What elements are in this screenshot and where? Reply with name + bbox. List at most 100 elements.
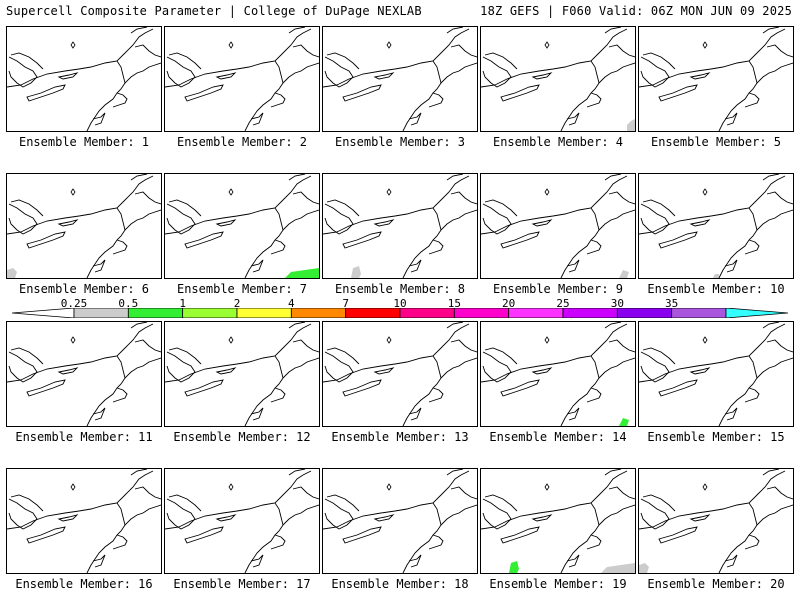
map-boundary-line [57, 72, 79, 80]
map-boundary-line [500, 231, 540, 249]
map-boundary-line [166, 351, 196, 383]
colorbar-tick-label: 2 [233, 297, 241, 310]
map-boundary-line [166, 56, 196, 88]
map-boundary-line [446, 469, 464, 476]
map-boundary-line [7, 470, 154, 530]
map-boundary-line [373, 72, 395, 80]
colorbar-tick-label: 35 [665, 297, 679, 310]
member-label: Ensemble Member: 12 [173, 430, 311, 444]
map-boundary-line [130, 27, 148, 34]
map-boundary-line [586, 534, 602, 550]
map-boundary-line [8, 498, 38, 530]
member-map [323, 27, 477, 131]
map-boundary-line [323, 470, 470, 530]
map-boundary-line [270, 239, 286, 255]
map-marker [702, 336, 708, 344]
map-boundary-line [168, 52, 202, 70]
map-boundary-line [10, 494, 44, 512]
map-marker [228, 188, 234, 196]
map-boundary-line [86, 207, 126, 278]
member-map [481, 174, 635, 278]
map-boundary-line [658, 231, 698, 249]
map-boundary-line [86, 60, 126, 131]
map-boundary-line [762, 174, 780, 181]
map-boundary-line [342, 379, 382, 397]
ensemble-member-panel [322, 173, 478, 279]
scp-contour-fill [627, 119, 635, 131]
map-boundary-line [604, 322, 622, 329]
map-boundary-line [282, 62, 319, 84]
scp-contour-fill [619, 418, 629, 426]
map-boundary-line [598, 62, 635, 84]
map-boundary-line [640, 56, 670, 88]
map-boundary-line [658, 526, 698, 544]
map-boundary-line [642, 52, 676, 70]
map-boundary-line [450, 44, 477, 58]
member-label: Ensemble Member: 4 [492, 135, 624, 149]
map-boundary-line [130, 174, 148, 181]
map-boundary-line [112, 239, 128, 255]
ensemble-member-panel [638, 26, 794, 132]
member-label: Ensemble Member: 10 [647, 282, 785, 296]
map-boundary-line [566, 112, 580, 126]
map-boundary-line [762, 469, 780, 476]
map-marker [386, 483, 392, 491]
map-boundary-line [92, 259, 106, 273]
map-boundary-line [718, 207, 758, 278]
map-boundary-line [756, 62, 793, 84]
colorbar-tick-label: 10 [393, 297, 407, 310]
map-boundary-line [450, 191, 477, 205]
member-map [165, 469, 319, 573]
map-boundary-line [566, 407, 580, 421]
map-boundary-line [244, 355, 284, 426]
map-boundary-line [639, 470, 786, 530]
member-map [639, 469, 793, 573]
map-boundary-line [26, 231, 66, 249]
member-label: Ensemble Member: 5 [650, 135, 782, 149]
map-boundary-line [342, 526, 382, 544]
map-boundary-line [215, 72, 237, 80]
colorbar-segment [508, 308, 564, 318]
map-boundary-line [326, 494, 360, 512]
map-boundary-line [756, 209, 793, 231]
map-boundary-line [270, 387, 286, 403]
map-boundary-line [766, 191, 793, 205]
map-boundary-line [288, 27, 306, 34]
map-boundary-line [292, 339, 319, 353]
map-marker [702, 188, 708, 196]
map-boundary-line [373, 514, 395, 522]
map-boundary-line [134, 191, 161, 205]
map-boundary-line [689, 514, 711, 522]
member-label: Ensemble Member: 14 [489, 430, 627, 444]
map-boundary-line [134, 44, 161, 58]
map-boundary-line [215, 219, 237, 227]
map-boundary-line [165, 28, 312, 88]
map-boundary-line [428, 387, 444, 403]
colorbar-tick-label: 30 [610, 297, 624, 310]
ensemble-member-panel [322, 468, 478, 574]
map-boundary-line [92, 112, 106, 126]
map-boundary-line [165, 470, 312, 530]
map-marker [544, 336, 550, 344]
map-boundary-line [250, 112, 264, 126]
map-boundary-line [484, 52, 518, 70]
map-boundary-line [112, 534, 128, 550]
member-map [481, 469, 635, 573]
colorbar-tick-label: 4 [288, 297, 295, 310]
map-boundary-line [744, 534, 760, 550]
colorbar-segment [671, 308, 727, 318]
map-boundary-line [134, 486, 161, 500]
member-label: Ensemble Member: 16 [15, 577, 153, 591]
map-boundary-line [402, 355, 442, 426]
map-boundary-line [642, 199, 676, 217]
map-boundary-line [586, 387, 602, 403]
map-marker [228, 41, 234, 49]
member-label: Ensemble Member: 17 [173, 577, 311, 591]
map-boundary-line [608, 44, 635, 58]
member-label: Ensemble Member: 9 [492, 282, 624, 296]
map-boundary-line [724, 407, 738, 421]
map-boundary-line [446, 174, 464, 181]
colorbar-segment [616, 308, 673, 318]
map-boundary-line [86, 502, 126, 573]
map-marker [544, 483, 550, 491]
